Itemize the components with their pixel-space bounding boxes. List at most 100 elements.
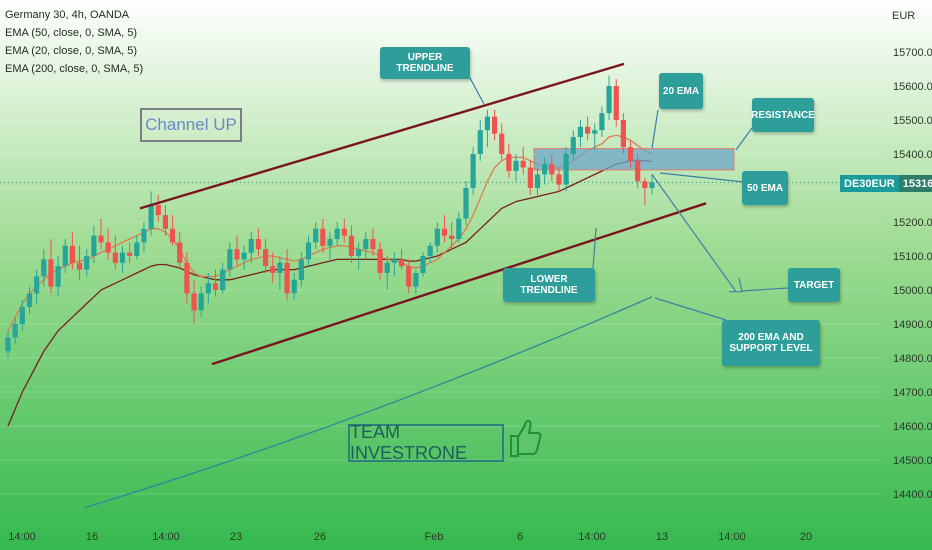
candle <box>255 228 262 256</box>
target-marker <box>729 277 743 293</box>
candle <box>98 218 104 250</box>
candle <box>241 245 247 270</box>
candle <box>263 239 269 273</box>
price-tick-label: 15400.0 <box>893 149 932 161</box>
candle <box>563 147 569 192</box>
candle <box>248 232 254 263</box>
candle <box>377 242 383 280</box>
time-axis[interactable]: 14:00 16 14:00 23 26 Feb 6 14:00 13 14:00 20 <box>8 531 812 543</box>
candle <box>48 239 54 294</box>
candle <box>406 259 412 294</box>
target-callout: TARGET <box>788 268 840 302</box>
candle <box>320 218 326 253</box>
candle <box>284 249 290 301</box>
candle <box>26 286 33 314</box>
candle <box>577 120 584 148</box>
candle <box>606 75 612 120</box>
upper-trendline-callout: UPPER TRENDLINE <box>380 47 470 79</box>
price-tick-label: 14800.0 <box>893 353 932 365</box>
candle <box>434 222 440 253</box>
candle <box>413 269 419 294</box>
candle <box>384 256 390 290</box>
time-tick-label: 16 <box>86 531 98 543</box>
brand-label: TEAM INVESTRONE <box>348 422 504 463</box>
candle <box>41 249 47 287</box>
candle <box>534 167 541 195</box>
candle <box>105 228 111 260</box>
candle <box>184 252 190 304</box>
ticker-price: 15316.6 <box>898 175 932 192</box>
time-tick-label: 14:00 <box>152 531 180 543</box>
candle <box>313 222 319 250</box>
legend-ema20[interactable]: EMA (20, close, 0, SMA, 5) <box>5 45 138 57</box>
candle <box>212 269 219 297</box>
price-tick-label: 15200.0 <box>893 217 932 229</box>
time-tick-label: 14:00 <box>578 531 606 543</box>
candle <box>398 249 405 270</box>
candle <box>627 140 634 168</box>
candle <box>420 252 426 277</box>
callout-pointers <box>445 77 789 321</box>
candle <box>169 215 176 246</box>
time-tick-label: 6 <box>517 531 523 543</box>
last-price-ticker: DE30EUR 15316.6 <box>840 175 932 192</box>
thumbs-up-icon <box>510 420 542 457</box>
candle <box>76 245 83 280</box>
candle <box>84 249 90 277</box>
candle <box>62 239 68 273</box>
ema50-path <box>7 159 653 427</box>
ema200-line <box>84 296 653 509</box>
price-tick-label: 14400.0 <box>893 489 932 501</box>
resistance-pointer <box>735 127 753 151</box>
legend-ema50[interactable]: EMA (50, close, 0, SMA, 5) <box>5 27 138 39</box>
candle <box>520 147 526 175</box>
candle <box>427 242 433 263</box>
candle <box>556 167 562 192</box>
candle <box>112 235 118 270</box>
candle <box>549 154 555 182</box>
candle <box>119 245 126 273</box>
candle <box>327 232 333 260</box>
ticker-symbol: DE30EUR <box>840 175 899 192</box>
ema20-callout: 20 EMA <box>659 73 703 109</box>
price-tick-label: 14700.0 <box>893 387 932 399</box>
candle <box>277 256 283 290</box>
candle <box>441 215 448 243</box>
resistance-box <box>533 148 735 171</box>
candle <box>55 256 61 297</box>
candle <box>34 269 40 304</box>
candle <box>227 242 233 277</box>
candle <box>198 286 204 318</box>
candle <box>599 106 605 137</box>
candle <box>585 116 591 141</box>
ema50-callout: 50 EMA <box>742 171 788 205</box>
candle <box>542 157 548 185</box>
candle <box>334 222 340 246</box>
price-tick-label: 15700.0 <box>893 47 932 59</box>
candle <box>177 232 183 270</box>
ema20-pointer <box>651 109 659 149</box>
legend-symbol[interactable]: Germany 30, 4h, OANDA <box>5 9 130 21</box>
ema200-path <box>84 296 653 509</box>
price-tick-label: 15500.0 <box>893 115 932 127</box>
candle <box>12 317 18 345</box>
candle <box>463 181 469 226</box>
candles <box>5 75 655 358</box>
candle <box>205 273 211 304</box>
trendlines <box>139 62 707 366</box>
time-tick-label: Feb <box>425 531 444 543</box>
time-tick-label: 14:00 <box>718 531 746 543</box>
candle <box>148 191 154 236</box>
upper-trendline <box>139 62 625 210</box>
candle <box>220 262 226 294</box>
candle <box>141 222 147 253</box>
ema200-support-callout: 200 EMA AND SUPPORT LEVEL <box>722 320 820 366</box>
candle <box>348 225 355 263</box>
lower-trendline <box>211 202 707 366</box>
ema50-line <box>7 159 653 427</box>
target-pointer <box>741 287 789 292</box>
legend-ema200[interactable]: EMA (200, close, 0, SMA, 5) <box>5 63 144 75</box>
